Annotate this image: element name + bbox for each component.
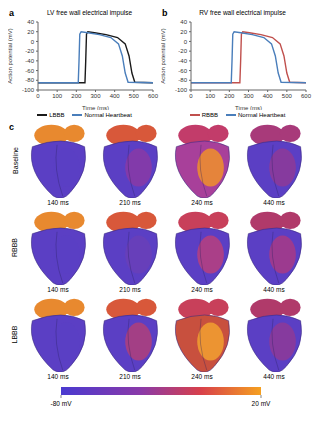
svg-text:300: 300 [90, 93, 101, 99]
svg-text:300: 300 [243, 93, 254, 99]
html-text:440 ms: 440 ms [263, 373, 285, 380]
html-text:240 ms: 240 ms [191, 199, 213, 206]
svg-text:40: 40 [27, 19, 34, 25]
html-text:240 ms: 240 ms [191, 373, 213, 380]
html-text:Normal Heartbeat: Normal Heartbeat [84, 112, 132, 118]
svg-text:40: 40 [180, 19, 187, 25]
svg-text:400: 400 [110, 93, 121, 99]
svg-text:-80 mV: -80 mV [51, 400, 73, 407]
svg-text:0: 0 [36, 93, 40, 99]
svg-text:100: 100 [205, 93, 216, 99]
svg-text:0: 0 [189, 93, 193, 99]
svg-text:Action potential (mV): Action potential (mV) [8, 28, 13, 84]
html-text:Baseline: Baseline [11, 146, 19, 174]
svg-text:500: 500 [129, 93, 140, 99]
html-text:140 ms: 140 ms [47, 199, 69, 206]
html-text:RV free wall electrical impuls: RV free wall electrical impulse [199, 9, 286, 16]
svg-text:-20: -20 [25, 48, 34, 54]
svg-text:Time (ms): Time (ms) [82, 105, 109, 110]
html-text:210 ms: 210 ms [119, 286, 141, 293]
svg-text:Time (ms): Time (ms) [235, 105, 262, 110]
svg-text:-60: -60 [178, 68, 187, 74]
html-text:210 ms: 210 ms [119, 199, 141, 206]
svg-text:400: 400 [263, 93, 274, 99]
svg-text:20 mV: 20 mV [252, 400, 271, 407]
svg-text:-80: -80 [25, 77, 34, 83]
svg-text:600: 600 [148, 93, 159, 99]
svg-text:-20: -20 [178, 48, 187, 54]
html-text:RBBB: RBBB [11, 237, 19, 257]
svg-text:600: 600 [301, 93, 312, 99]
svg-text:-60: -60 [25, 68, 34, 74]
html-text:b: b [162, 8, 168, 18]
svg-text:0: 0 [31, 39, 35, 45]
html-text:440 ms: 440 ms [263, 199, 285, 206]
html-text:Normal Heartbeat: Normal Heartbeat [238, 112, 286, 118]
svg-text:500: 500 [282, 93, 293, 99]
html-text:LBBB: LBBB [11, 325, 19, 343]
html-text:a: a [9, 8, 14, 18]
html-text:LV free wall electrical impuls: LV free wall electrical impulse [46, 9, 133, 16]
svg-text:0: 0 [184, 39, 188, 45]
html-text:LBBB: LBBB [49, 112, 65, 118]
html-text:210 ms: 210 ms [119, 373, 141, 380]
html-text:440 ms: 440 ms [263, 286, 285, 293]
html-text:240 ms: 240 ms [191, 286, 213, 293]
svg-text:Action potential (mV): Action potential (mV) [161, 28, 166, 84]
svg-text:-40: -40 [178, 58, 187, 64]
svg-text:20: 20 [27, 29, 34, 35]
html-text:140 ms: 140 ms [47, 373, 69, 380]
html-text:140 ms: 140 ms [47, 286, 69, 293]
svg-text:-40: -40 [25, 58, 34, 64]
svg-text:100: 100 [52, 93, 63, 99]
svg-text:20: 20 [180, 29, 187, 35]
svg-text:200: 200 [71, 93, 82, 99]
svg-text:-100: -100 [22, 87, 35, 93]
html-text:RBBB: RBBB [201, 112, 218, 118]
svg-text:-80: -80 [178, 77, 187, 83]
svg-text:200: 200 [224, 93, 235, 99]
svg-text:-100: -100 [175, 87, 188, 93]
html-text:c: c [9, 122, 14, 132]
